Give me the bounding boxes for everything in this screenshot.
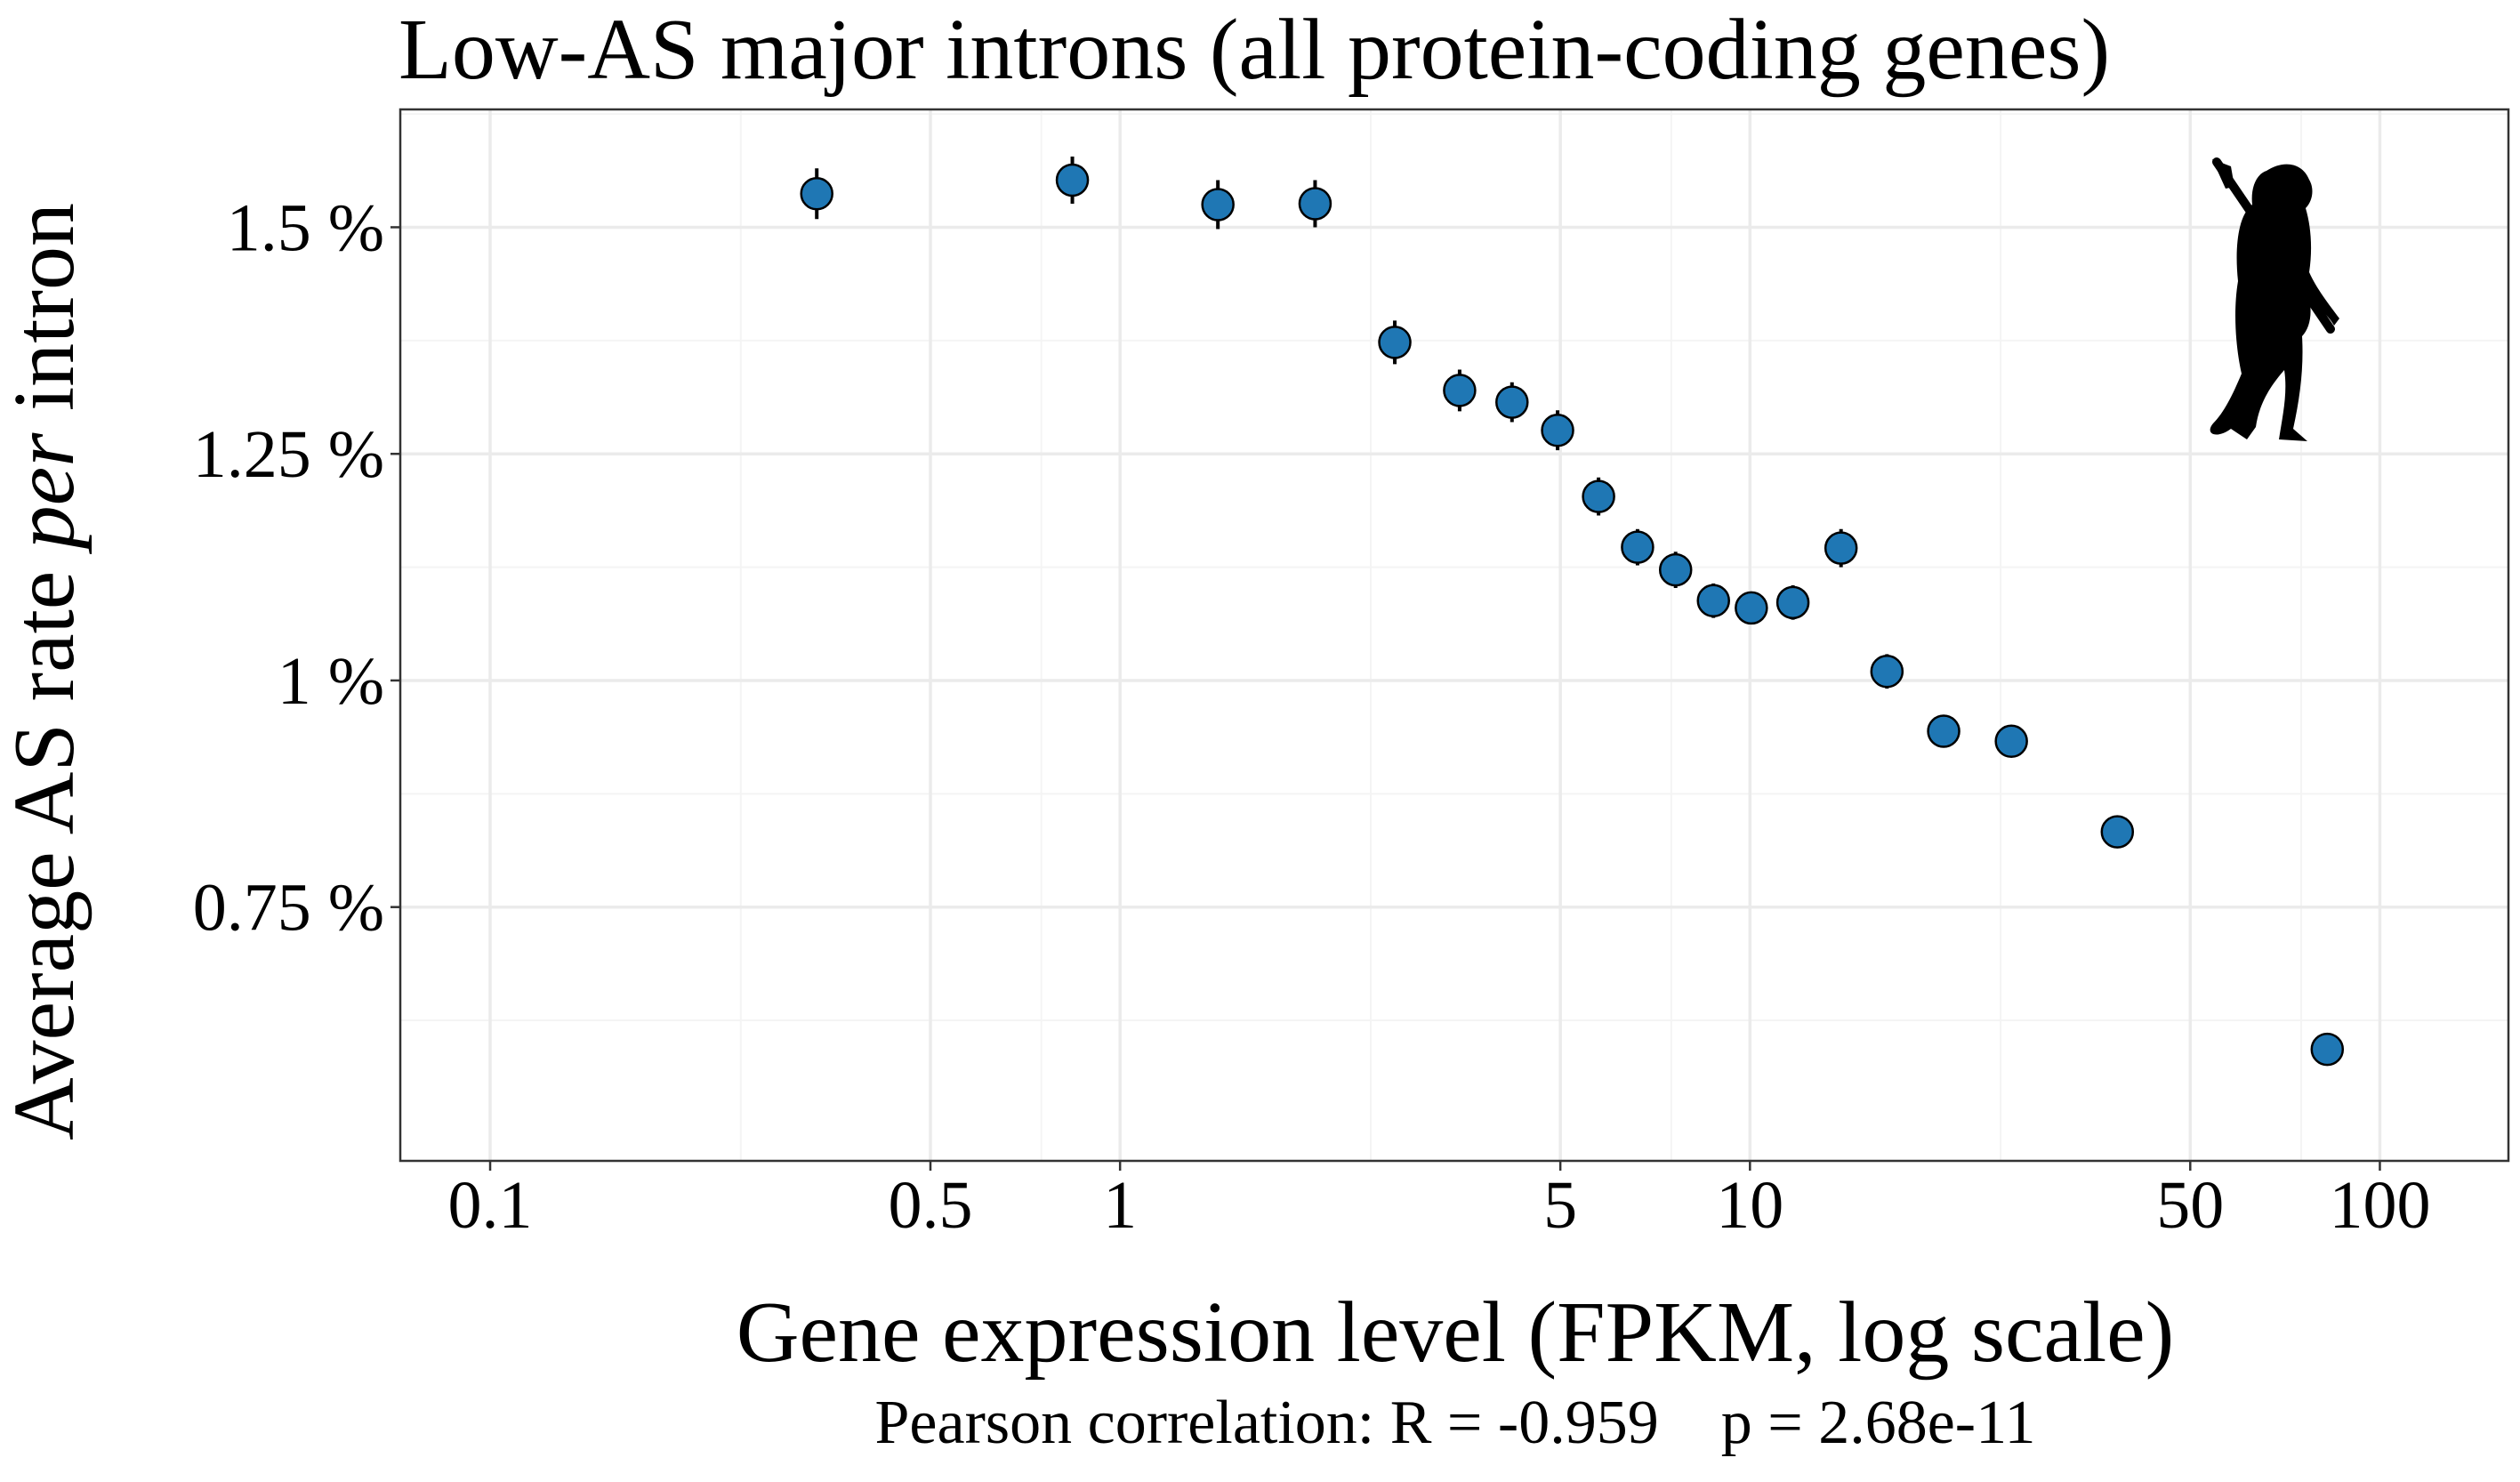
x-tick-label: 50 (2156, 1168, 2224, 1243)
chart-title: Low-AS major introns (all protein-coding… (399, 2, 2110, 98)
y-axis-title: Average AS rate per intron (0, 203, 93, 1140)
point-marker (1994, 724, 2028, 758)
data-point (1298, 180, 1332, 228)
point-marker (1443, 374, 1477, 407)
point-marker (1055, 163, 1090, 197)
x-tick-label: 5 (1543, 1168, 1577, 1243)
point-marker (800, 177, 833, 211)
data-point (1994, 724, 2028, 758)
x-tick-label: 0.1 (448, 1168, 533, 1243)
data-point (1735, 591, 1768, 625)
y-axis-title-suffix: intron (0, 203, 93, 433)
y-tick-label: 1.5 % (227, 190, 384, 265)
point-marker (1582, 479, 1615, 513)
data-point (1055, 156, 1090, 204)
human-silhouette-with-spear-icon (2210, 157, 2339, 441)
point-marker (2310, 1032, 2345, 1067)
x-tick-label: 0.5 (888, 1168, 972, 1243)
x-tick-label: 10 (1716, 1168, 1783, 1243)
point-marker (1541, 413, 1574, 447)
y-tick-label: 0.75 % (193, 871, 384, 946)
point-marker (1775, 585, 1810, 620)
pearson-correlation-note: Pearson correlation: R = -0.959 p = 2.68… (875, 1389, 2036, 1457)
point-marker (1495, 385, 1529, 419)
data-point (2310, 1032, 2345, 1067)
y-axis-title-italic: per (0, 432, 93, 554)
point-marker (1824, 531, 1858, 565)
data-points (800, 156, 2345, 1067)
point-marker (1621, 530, 1655, 564)
data-point (1775, 584, 1810, 620)
x-axis-tick-labels: 0.1 0.5 1 5 10 50 100 (448, 1168, 2431, 1243)
point-marker (1870, 655, 1904, 689)
point-marker (1298, 187, 1332, 221)
data-point (1443, 369, 1477, 412)
x-axis-title: Gene expression level (FPKM, log scale) (737, 1285, 2175, 1381)
data-point (2100, 815, 2135, 849)
point-marker (1927, 714, 1960, 748)
data-point (1582, 477, 1615, 516)
data-point (1927, 714, 1960, 748)
plot-panel-border (399, 108, 2510, 1163)
data-point (1824, 528, 1858, 568)
data-point (800, 168, 833, 220)
data-point (1870, 654, 1904, 689)
x-tick-label: 1 (1103, 1168, 1137, 1243)
point-marker (1378, 326, 1412, 359)
data-point (1378, 320, 1412, 365)
y-tick-label: 1 % (278, 644, 384, 719)
point-marker (1735, 591, 1768, 625)
data-point (1658, 552, 1693, 589)
grid (400, 109, 2508, 1161)
axis-ticks (390, 226, 2381, 1171)
x-tick-label: 100 (2329, 1168, 2430, 1243)
point-marker (1658, 552, 1693, 587)
data-point (1495, 382, 1529, 423)
point-marker (1201, 188, 1235, 221)
data-point (1696, 583, 1730, 618)
data-point (1541, 410, 1574, 451)
y-tick-label: 1.25 % (193, 417, 384, 492)
point-marker (1696, 584, 1730, 618)
data-point (1201, 180, 1235, 230)
data-point (1621, 528, 1655, 566)
y-axis-title-prefix: Average AS rate (0, 549, 93, 1140)
point-marker (2100, 815, 2135, 849)
y-axis-tick-labels: 0.75 % 1 % 1.25 % 1.5 % (193, 190, 384, 945)
